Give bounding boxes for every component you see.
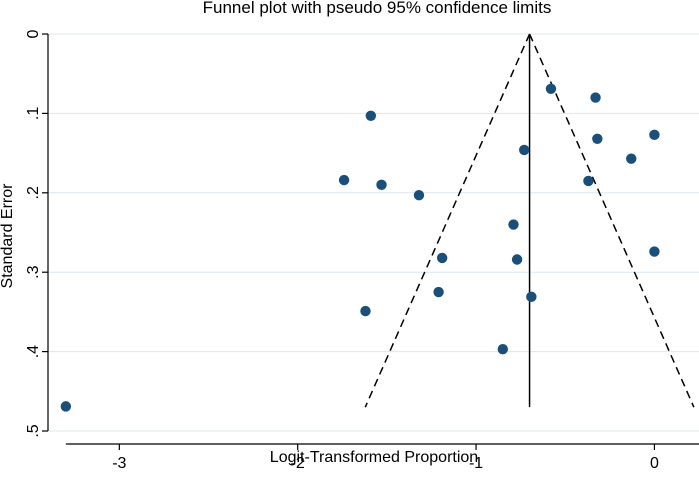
data-point-5	[592, 133, 603, 145]
axes: 0 .1 .2 .3 .4 .5 -3 -2 -1 0	[25, 29, 699, 472]
data-point-10	[376, 179, 387, 191]
data-point-14	[436, 252, 448, 264]
y-tick-label-5: .5	[25, 424, 42, 437]
data-point-12	[508, 219, 519, 230]
x-tick-label-3: 0	[650, 455, 659, 472]
y-tick-label-1: .1	[25, 107, 42, 120]
grid-lines	[48, 33, 699, 432]
y-tick-label-4: .4	[25, 345, 42, 358]
data-point-4	[649, 129, 660, 141]
data-point-2	[590, 92, 601, 103]
data-point-13	[649, 246, 660, 257]
data-point-6	[519, 144, 530, 156]
x-tick-label-1: -2	[291, 455, 305, 472]
chart-title: Funnel plot with pseudo 95% confidence l…	[203, 0, 552, 17]
y-tick-label-3: .3	[25, 265, 42, 278]
data-point-15	[511, 254, 523, 265]
upper-confidence-limit	[528, 33, 695, 408]
data-point-20	[60, 401, 72, 412]
y-axis-label: Standard Error	[0, 183, 16, 289]
data-point-9	[583, 175, 594, 187]
data-point-7	[626, 153, 637, 164]
lower-confidence-limit	[364, 33, 531, 408]
data-point-18	[360, 305, 371, 317]
data-point-8	[338, 174, 350, 186]
x-axis-label: Logit-Transformed Proportion	[270, 449, 478, 466]
data-point-16	[433, 286, 444, 298]
data-point-17	[526, 291, 537, 303]
data-point-19	[497, 344, 509, 355]
data-point-1	[545, 83, 557, 94]
data-point-3	[365, 110, 377, 121]
y-tick-label-0: 0	[25, 29, 42, 38]
funnel-lines	[364, 33, 695, 408]
y-tick-label-2: .2	[25, 186, 42, 199]
data-points	[60, 83, 660, 412]
x-tick-label-0: -3	[112, 455, 126, 472]
x-tick-label-2: -1	[469, 455, 483, 472]
data-point-11	[413, 189, 425, 201]
